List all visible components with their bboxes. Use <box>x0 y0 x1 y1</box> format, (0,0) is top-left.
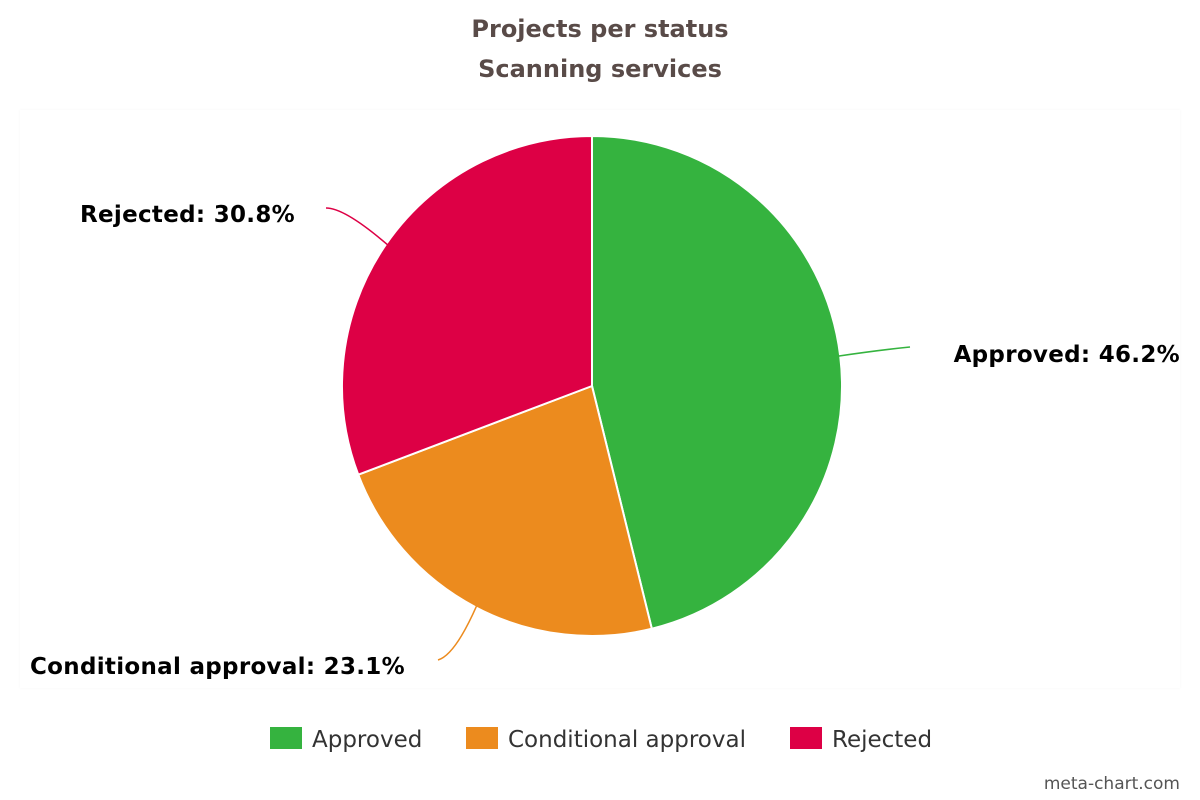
chart-subtitle: Scanning services <box>478 55 722 83</box>
connector-approved <box>838 346 911 357</box>
legend-item-approved[interactable]: Approved <box>270 727 422 753</box>
legend-label: Rejected <box>832 727 932 753</box>
chart-title: Projects per status <box>471 15 728 43</box>
legend-swatch <box>790 727 822 749</box>
data-labels: Approved: 46.2% Conditional approval: 23.… <box>30 202 1180 680</box>
pie-slices <box>341 134 843 637</box>
data-label-approved: Approved: 46.2% <box>954 342 1180 368</box>
legend-swatch <box>466 727 498 749</box>
connector-conditional-approval <box>437 605 478 661</box>
label-connectors <box>325 207 911 661</box>
credit-link[interactable]: meta-chart.com <box>1044 774 1180 794</box>
legend-swatch <box>270 727 302 749</box>
data-label-rejected: Rejected: 30.8% <box>80 202 295 228</box>
legend-label: Approved <box>312 727 422 753</box>
legend-item-conditional-approval[interactable]: Conditional approval <box>466 727 746 753</box>
legend-item-rejected[interactable]: Rejected <box>790 727 932 753</box>
connector-rejected <box>325 207 389 246</box>
legend: Approved Conditional approval Rejected <box>270 727 932 753</box>
legend-label: Conditional approval <box>508 727 746 753</box>
data-label-conditional-approval: Conditional approval: 23.1% <box>30 654 405 680</box>
